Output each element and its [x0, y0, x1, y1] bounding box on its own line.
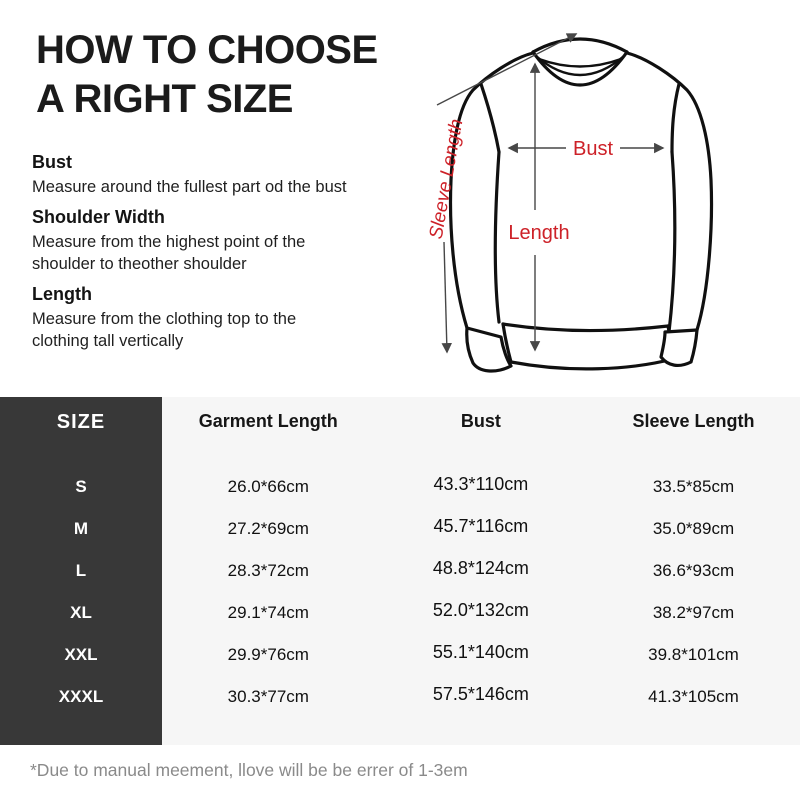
sleeve-length-value: 36.6*93cm: [652, 561, 735, 580]
size-label: L: [75, 561, 87, 580]
garment-length-value: 27.2*69cm: [227, 519, 309, 538]
size-label: XXXL: [58, 687, 104, 706]
sleeve-length-value: 35.0*89cm: [652, 519, 735, 538]
size-column-background: [0, 397, 162, 745]
measurement-arrows: [436, 33, 665, 354]
bust-value: 52.0*132cm: [432, 599, 529, 620]
sweatshirt-outline: [448, 37, 714, 373]
instruction-bust: Bust Measure around the fullest part od …: [32, 152, 422, 198]
bust-value: 57.5*146cm: [432, 683, 529, 704]
size-table-body: S 26.0*66cm 43.3*110cm 33.5*85cm M 27.2*69cm 4…: [0, 466, 800, 718]
table-row: XL 29.1*74cm 52.0*132cm 38.2*97cm: [0, 592, 800, 634]
table-row: XXL 29.9*76cm 55.1*140cm 39.8*101cm: [0, 634, 800, 676]
footer-note: *Due to manual meement, llove will be be…: [30, 760, 468, 780]
bust-value: 55.1*140cm: [432, 641, 529, 662]
size-table: SIZE Garment Length Bust Sleeve Length S…: [0, 397, 800, 745]
table-row: S 26.0*66cm 43.3*110cm 33.5*85cm: [0, 466, 800, 508]
garment-length-value: 26.0*66cm: [227, 477, 309, 496]
instruction-heading: Shoulder Width: [32, 207, 165, 227]
col-header-garment-length: Garment Length: [198, 411, 338, 431]
sleeve-length-arrow: [436, 33, 578, 106]
garment-length-value: 28.3*72cm: [227, 561, 309, 580]
instruction-body: Measure from the highest point of the sh…: [32, 233, 306, 273]
size-label: XXL: [64, 645, 98, 664]
instruction-heading: Length: [32, 284, 92, 304]
page-title: HOW TO CHOOSE A RIGHT SIZE: [36, 28, 378, 121]
table-background: [162, 397, 800, 745]
instruction-body: Measure around the fullest part od the b…: [32, 178, 347, 196]
sleeve-length-value: 39.8*101cm: [648, 645, 739, 664]
table-row: XXXL 30.3*77cm 57.5*146cm 41.3*105cm: [0, 676, 800, 718]
size-label: XL: [70, 603, 92, 622]
sleeve-length-value: 38.2*97cm: [652, 603, 735, 622]
col-header-sleeve-length: Sleeve Length: [632, 411, 755, 431]
bust-value: 43.3*110cm: [433, 473, 529, 494]
sleeve-length-arrow: [441, 241, 453, 354]
col-header-bust: Bust: [460, 411, 501, 431]
table-row: L 28.3*72cm 48.8*124cm 36.6*93cm: [0, 550, 800, 592]
table-row: M 27.2*69cm 45.7*116cm 35.0*89cm: [0, 508, 800, 550]
garment-length-value: 29.1*74cm: [227, 603, 309, 622]
measurement-instructions: Bust Measure around the fullest part od …: [32, 152, 422, 361]
size-label: S: [75, 477, 87, 496]
instruction-shoulder-width: Shoulder Width Measure from the highest …: [32, 207, 422, 275]
bust-value: 48.8*124cm: [432, 557, 529, 578]
table-header-row: SIZE Garment Length Bust Sleeve Length: [0, 397, 800, 466]
instruction-body: Measure from the clothing top to the clo…: [32, 310, 297, 350]
instruction-heading: Bust: [32, 152, 72, 172]
sleeve-length-value: 33.5*85cm: [652, 477, 735, 496]
size-label: M: [73, 519, 89, 538]
bust-value: 45.7*116cm: [433, 515, 529, 536]
diagram-label-sleeve-length: Sleeve Length: [426, 117, 468, 240]
instruction-length: Length Measure from the clothing top to …: [32, 284, 422, 352]
diagram-label-bust: Bust: [573, 138, 613, 160]
garment-length-value: 30.3*77cm: [227, 687, 309, 706]
sleeve-length-value: 41.3*105cm: [648, 687, 739, 706]
garment-length-value: 29.9*76cm: [227, 645, 309, 664]
sweatshirt-diagram: Bust Length Sleeve Length: [426, 33, 714, 373]
diagram-label-length: Length: [508, 222, 569, 244]
col-header-size: SIZE: [56, 411, 106, 433]
